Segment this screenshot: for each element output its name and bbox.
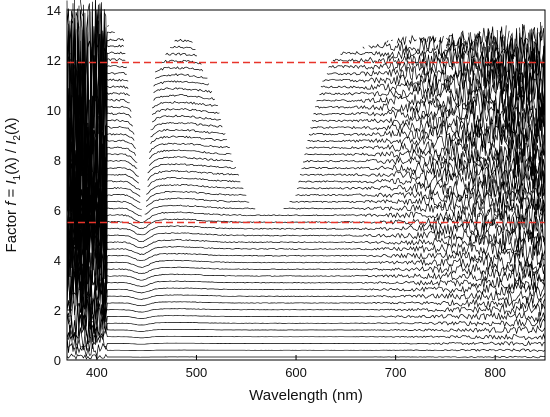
- y-axis-title-mid: (λ) /: [3, 145, 20, 175]
- x-tick-label: 800: [484, 365, 506, 380]
- y-axis-title: Factor f = I1(λ) / I2(λ): [3, 118, 23, 253]
- spectrum-line: [66, 209, 546, 315]
- y-axis-title-sub2: 2: [12, 135, 23, 141]
- y-tick-label: 2: [54, 303, 61, 318]
- spectrum-line: [66, 4, 546, 246]
- y-axis-title-I1: I: [3, 180, 20, 184]
- spectrum-line: [66, 311, 546, 347]
- y-tick-label: 8: [54, 153, 61, 168]
- spectrum-line: [66, 302, 546, 344]
- y-axis-title-f: f: [3, 200, 20, 206]
- y-tick-label: 10: [47, 103, 61, 118]
- spectrum-line: [66, 0, 546, 219]
- spectrum-line: [66, 235, 546, 324]
- x-tick-label: 500: [186, 365, 208, 380]
- spectrum-line: [66, 27, 538, 213]
- spectrum-line: [66, 199, 546, 313]
- spectrum-line: [66, 217, 546, 321]
- y-axis-title-sub1: 1: [12, 174, 23, 180]
- x-axis-title: Wavelength (nm): [249, 387, 363, 404]
- y-axis-title-I2: I: [3, 141, 20, 145]
- spectrum-line: [72, 12, 546, 246]
- y-tick-label: 12: [47, 53, 61, 68]
- spectrum-line: [66, 159, 546, 292]
- spectrum-line: [66, 332, 546, 353]
- spectrum-line: [66, 159, 546, 301]
- spectrum-line: [66, 0, 546, 199]
- x-tick-label: 600: [285, 365, 307, 380]
- spectrum-line: [66, 187, 545, 311]
- spectrum-line: [66, 252, 546, 328]
- y-axis-title-prefix: Factor: [3, 206, 20, 253]
- spectrum-line: [72, 8, 543, 196]
- x-tick-label: 400: [86, 365, 108, 380]
- spectrum-line: [66, 324, 546, 351]
- spectrum-line: [66, 271, 546, 331]
- spectrum-line: [66, 353, 546, 361]
- x-tick-label: 700: [385, 365, 407, 380]
- spectrum-line: [66, 168, 546, 306]
- spectrum-line: [66, 145, 546, 291]
- spectrum-line: [66, 245, 546, 324]
- y-axis-title-eq: =: [3, 185, 20, 202]
- series-group: [66, 0, 546, 361]
- y-tick-label: 0: [54, 353, 61, 368]
- y-tick-label: 4: [54, 253, 61, 268]
- y-axis-title-end: (λ): [3, 118, 20, 136]
- spectrum-line: [66, 259, 546, 327]
- spectrum-line: [66, 20, 546, 224]
- spectrum-line: [66, 342, 546, 357]
- spectrum-line: [66, 182, 546, 309]
- x-axis-ticks: 400 500 600 700 800: [86, 355, 506, 380]
- spectrum-line: [66, 281, 546, 339]
- y-tick-label: 6: [54, 203, 61, 218]
- y-axis-ticks: 0 2 4 6 8 10 12 14: [47, 3, 72, 368]
- reference-lines: [67, 61, 545, 224]
- plot-frame: [66, 9, 546, 361]
- y-tick-label: 14: [47, 3, 61, 18]
- spectrum-line: [66, 291, 546, 341]
